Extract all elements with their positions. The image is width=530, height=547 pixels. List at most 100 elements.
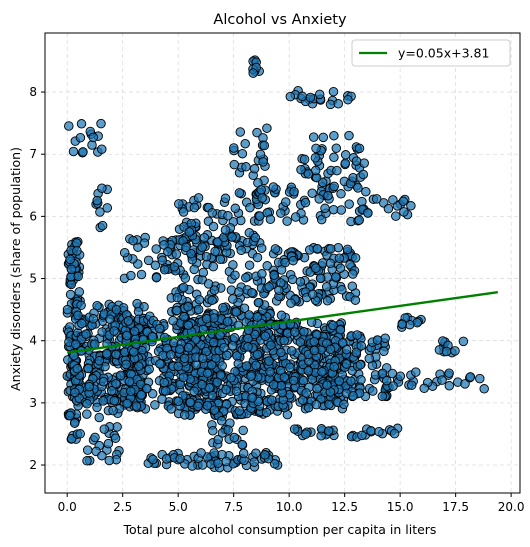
scatter-point <box>309 336 319 347</box>
scatter-point <box>88 132 99 143</box>
scatter-point <box>98 376 109 387</box>
scatter-point <box>72 238 82 248</box>
y-axis-ticks: 2 3 4 5 6 7 8 <box>29 85 45 472</box>
scatter-point <box>323 426 334 436</box>
scatter-point <box>198 353 208 364</box>
scatter-point <box>65 410 75 421</box>
scatter-point <box>155 359 165 369</box>
scatter-point <box>328 86 339 97</box>
scatter-point <box>406 380 417 390</box>
scatter-point <box>178 282 189 293</box>
scatter-point <box>193 193 204 203</box>
scatter-point <box>220 193 231 204</box>
scatter-point <box>220 225 231 235</box>
scatter-point <box>300 197 311 208</box>
scatter-point <box>253 297 264 308</box>
scatter-point <box>251 448 261 458</box>
scatter-point <box>174 199 184 209</box>
scatter-point <box>279 372 290 383</box>
scatter-point <box>134 361 144 371</box>
scatter-point <box>208 261 219 272</box>
scatter-point <box>222 350 232 361</box>
scatter-point <box>364 353 375 364</box>
scatter-point <box>398 196 409 207</box>
scatter-point <box>206 360 217 370</box>
scatter-point <box>299 154 310 165</box>
scatter-point <box>202 368 213 379</box>
scatter-point <box>82 399 92 409</box>
scatter-point <box>81 329 91 339</box>
scatter-point <box>147 389 158 399</box>
scatter-point <box>82 409 92 419</box>
scatter-point <box>183 302 193 312</box>
scatter-point <box>303 366 314 376</box>
scatter-point <box>90 432 100 443</box>
scatter-point <box>231 307 242 317</box>
y-tick-label: 7 <box>29 147 37 161</box>
scatter-point <box>336 205 347 215</box>
x-tick-label: 0.0 <box>58 500 77 514</box>
scatter-point <box>353 183 363 193</box>
scatter-point <box>159 265 170 275</box>
trend-line-layer <box>67 291 498 354</box>
scatter-point <box>295 277 306 287</box>
scatter-point <box>252 127 262 138</box>
scatter-point <box>354 143 365 154</box>
scatter-point <box>129 347 139 357</box>
scatter-point <box>231 386 242 397</box>
scatter-point <box>312 243 323 254</box>
scatter-point <box>346 376 356 386</box>
scatter-point <box>209 448 219 458</box>
scatter-point <box>380 333 390 343</box>
scatter-point <box>450 346 460 356</box>
scatter-point <box>97 183 107 193</box>
scatter-point <box>97 144 107 154</box>
scatter-point <box>226 373 236 383</box>
scatter-point <box>325 99 336 110</box>
scatter-point <box>235 127 246 137</box>
scatter-point <box>157 255 168 266</box>
scatter-point <box>243 342 253 352</box>
scatter-point <box>238 425 248 436</box>
scatter-point <box>92 195 102 206</box>
scatter-point <box>131 401 142 411</box>
scatter-point <box>105 314 115 324</box>
scatter-point <box>359 158 369 168</box>
scatter-point <box>172 292 183 303</box>
scatter-point <box>350 295 361 305</box>
scatter-point <box>221 456 231 467</box>
scatter-point <box>230 270 240 280</box>
scatter-point <box>356 341 367 351</box>
scatter-point <box>209 285 220 295</box>
scatter-point <box>268 380 279 390</box>
scatter-point <box>64 121 74 131</box>
scatter-point <box>288 255 298 266</box>
scatter-point <box>219 342 229 353</box>
scatter-point <box>228 294 238 304</box>
plot-frame <box>44 32 521 494</box>
scatter-point <box>239 303 250 313</box>
scatter-point <box>261 407 272 418</box>
legend-label: y=0.05x+3.81 <box>398 46 489 61</box>
scatter-point <box>340 150 351 160</box>
scatter-point <box>76 119 87 129</box>
x-axis-ticks: 0.0 2.5 5.0 7.5 10.0 12.5 15.0 17.5 20.0 <box>58 493 525 514</box>
scatter-point <box>374 426 384 437</box>
scatter-point <box>311 263 321 273</box>
y-tick-label: 8 <box>29 85 37 99</box>
scatter-point <box>297 91 307 102</box>
scatter-point <box>257 193 267 203</box>
scatter-point <box>74 287 85 297</box>
scatter-point <box>151 272 162 283</box>
scatter-point <box>358 169 369 180</box>
scatter-point <box>101 348 112 359</box>
scatter-point <box>268 182 279 192</box>
y-tick-label: 3 <box>29 396 37 410</box>
scatter-point <box>328 320 338 331</box>
x-tick-label: 20.0 <box>498 500 525 514</box>
scatter-point <box>157 394 167 404</box>
scatter-point <box>212 377 222 388</box>
scatter-point <box>65 254 75 265</box>
scatter-point <box>229 159 240 170</box>
scatter-point <box>97 220 108 231</box>
